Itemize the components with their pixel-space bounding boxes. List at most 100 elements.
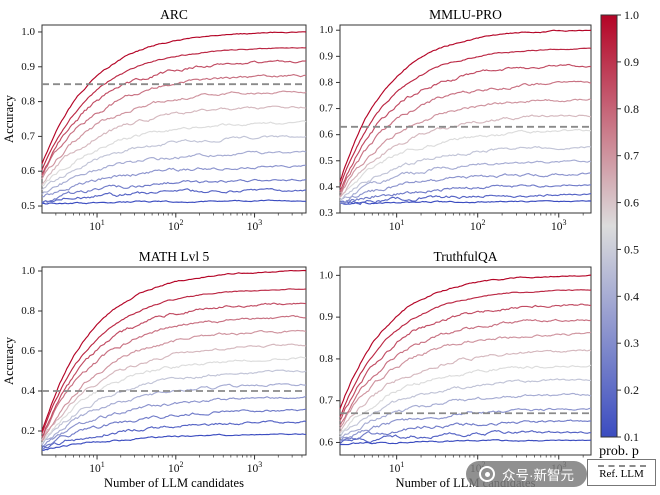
y-tick-label: 0.2 [21,425,35,437]
y-tick-label: 0.8 [21,96,35,108]
series-line-p0.4 [339,159,592,202]
y-tick-label: 1.0 [319,24,333,36]
series-line-p0.25 [41,408,307,450]
series-line-p0.85 [339,63,592,192]
series-line-p0.325 [41,395,307,447]
y-axis-label: Accuracy [2,336,16,385]
x-tick-label: 101 [89,460,105,475]
y-tick-label: 0.9 [319,311,333,323]
camera-icon [479,466,495,482]
series-line-p0.7 [41,329,307,442]
series-line-p0.925 [339,47,592,188]
subplot-truthfulqa: 0.60.70.80.91.0101102103TruthfulQANumber… [319,249,592,490]
watermark: 众号·新智元 [466,461,587,487]
subplot-title: MMLU-PRO [429,7,502,22]
series-line-p0.325 [41,164,307,198]
series-line-p0.625 [339,349,592,433]
y-tick-label: 0.6 [319,129,333,141]
series-line-p1 [339,274,592,410]
series-line-p0.775 [339,80,592,193]
y-tick-label: 1.0 [21,26,35,38]
colorbar-tick-label: 0.9 [624,55,639,69]
x-tick-label: 103 [551,218,567,233]
series-line-p0.4 [339,392,592,438]
series-line-p0.175 [339,192,592,206]
colorbar-label: prob. p [599,444,639,459]
series-line-p0.7 [339,98,592,197]
series-line-p0.925 [41,47,307,171]
y-tick-label: 0.4 [319,181,333,193]
series-line-p0.925 [339,289,592,418]
colorbar-tick-label: 0.7 [624,149,639,163]
x-tick-label: 101 [389,460,405,475]
series-line-p0.625 [41,105,307,185]
colorbar: 1.0 0.9 0.8 0.7 0.6 0.5 0.4 0.3 0.2 0.1 [600,8,639,444]
series-line-p0.4 [41,150,307,195]
series-line-p0.55 [41,356,307,444]
series-line-p0.7 [41,90,307,179]
ref-line-sample [597,465,646,467]
subplot-math-lvl-5: 0.2 0.4 0.6 0.8 1.0 101 102 103 MATH Lvl 5 Accura… [2,249,307,490]
x-tick-label: 103 [247,218,262,233]
colorbar-tick-label: 0.5 [624,242,639,256]
y-tick-label: 0.9 [21,61,35,73]
series-line-p0.85 [339,303,592,421]
colorbar-tick-label: 0.8 [624,102,639,116]
x-tick-label: 102 [168,218,184,233]
y-tick-label: 0.8 [319,76,333,88]
y-tick-label: 0.8 [319,353,333,365]
series-line-p0.625 [339,114,592,198]
series-line-p0.25 [41,178,307,203]
ref-legend-label: Ref. LLM [599,468,644,480]
series-line-p0.475 [339,146,592,201]
series-line-p0.175 [41,187,307,204]
series-line-p1 [41,269,307,432]
colorbar-gradient [600,14,618,438]
ref-llm-legend: Ref. LLM [587,459,656,486]
series-line-p0.1 [41,433,307,451]
series-line-p0.325 [339,172,592,204]
series-line-p0.55 [41,120,307,187]
series-line-p0.55 [339,364,592,435]
series-line-p1 [41,31,307,165]
subplot-mmlu-pro: 0.3 0.4 0.5 0.6 0.7 0.8 0.9 1.0 101 102 103 MMLU-PR… [319,7,592,233]
series-line-p0.475 [339,378,592,438]
x-tick-label: 101 [89,218,105,233]
y-tick-label: 0.7 [319,103,333,115]
series-line-p0.85 [41,59,307,175]
y-tick-label: 0.9 [319,50,333,62]
y-tick-label: 0.7 [319,395,333,407]
subplot-title: TruthfulQA [433,249,497,264]
y-tick-label: 0.3 [319,207,333,219]
y-tick-label: 0.8 [21,305,35,317]
y-tick-label: 0.6 [319,436,333,448]
subplot-title: MATH Lvl 5 [139,249,210,264]
series-line-p0.475 [41,369,307,445]
x-tick-label: 102 [470,218,486,233]
x-tick-label: 103 [247,460,262,475]
series-line-p0.775 [41,314,307,438]
y-tick-label: 0.4 [21,385,35,397]
series-line-p0.7 [339,331,592,429]
series-line-p0.25 [339,184,592,205]
series-line-p0.55 [339,128,592,199]
series-line-p0.85 [41,302,307,438]
y-tick-label: 0.5 [319,155,333,167]
series-line-p0.625 [41,343,307,441]
y-tick-label: 1.0 [319,269,333,281]
y-tick-label: 0.6 [21,345,35,357]
series-line-p0.1 [41,199,307,205]
colorbar-tick-label: 0.2 [624,383,639,397]
y-tick-label: 0.5 [21,200,35,212]
series-line-p0.1 [339,200,592,205]
x-tick-label: 101 [389,218,405,233]
series-line-p0.25 [339,419,592,442]
y-tick-label: 0.7 [21,130,35,142]
series-line-p0.925 [41,288,307,434]
y-axis-label: Accuracy [2,94,16,143]
y-tick-label: 1.0 [21,265,35,277]
series-line-p0.175 [41,420,307,449]
x-axis-label: Number of LLM candidates [104,476,244,490]
colorbar-tick-label: 1.0 [624,8,639,22]
